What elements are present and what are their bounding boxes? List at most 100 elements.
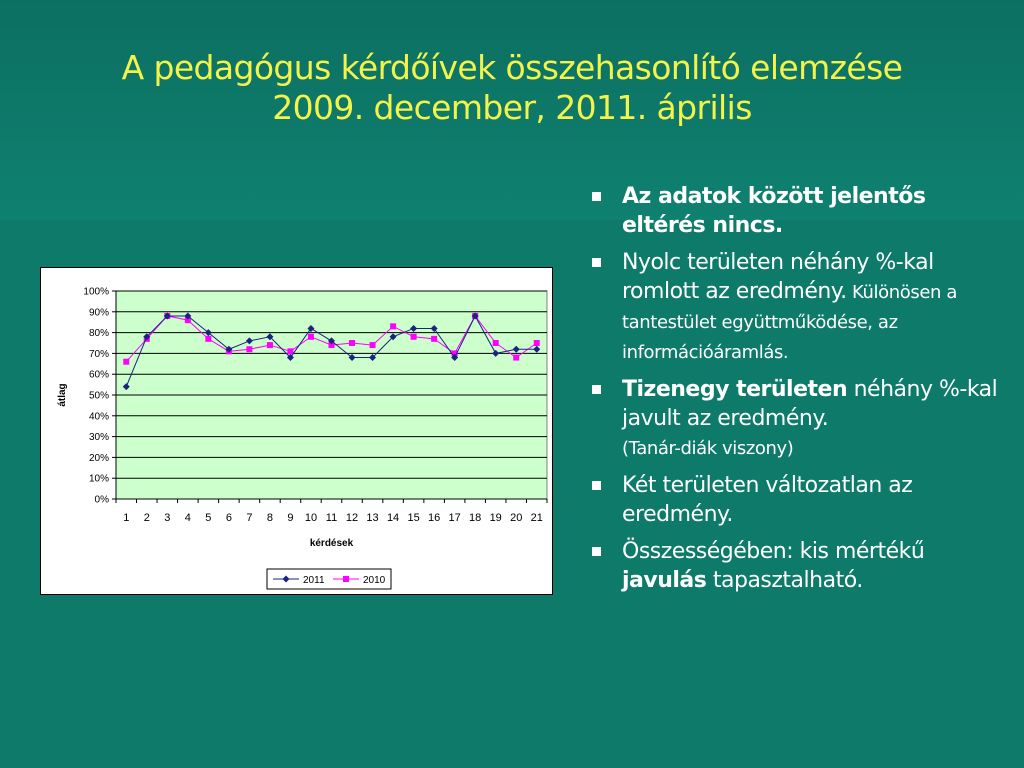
data-point-2010 xyxy=(492,340,499,346)
data-point-2010 xyxy=(266,342,273,349)
data-point-2010 xyxy=(328,342,335,349)
data-point-2011 xyxy=(389,333,397,341)
data-point-2011 xyxy=(307,324,315,332)
legend-box xyxy=(266,568,392,590)
bullet-4-text: Két területen változatlan az eredmény. xyxy=(622,473,913,527)
data-point-2011 xyxy=(512,345,520,353)
data-point-2011 xyxy=(184,312,192,320)
x-tick-label: 3 xyxy=(164,512,170,524)
bullet-2-text: Nyolc területen néhány %-kal romlott az … xyxy=(622,250,934,304)
bullet-item-5: Összességében: kis mértékű javulás tapas… xyxy=(590,537,1010,595)
data-point-2011 xyxy=(122,383,130,391)
x-axis-label: kérdések xyxy=(310,538,354,549)
y-tick-label: 80% xyxy=(89,328,109,339)
y-tick-label: 20% xyxy=(89,453,109,464)
data-point-2010 xyxy=(431,335,438,342)
legend-label-2010: 2010 xyxy=(363,575,386,586)
slide-title: A pedagógus kérdőívek összehasonlító ele… xyxy=(20,48,1004,128)
y-tick-label: 40% xyxy=(89,411,109,422)
x-tick-label: 17 xyxy=(449,512,461,524)
data-point-2010 xyxy=(287,348,294,355)
y-tick-label: 10% xyxy=(89,474,109,485)
bullet-square-icon xyxy=(592,192,601,201)
bullet-list: Az adatok között jelentős eltérés nincs.… xyxy=(590,182,1010,603)
data-point-2011 xyxy=(451,354,459,362)
data-point-2010 xyxy=(123,358,130,365)
data-point-2011 xyxy=(430,324,438,332)
bullet-item-3: Tizenegy területen néhány %-kal javult a… xyxy=(590,375,1010,463)
x-tick-label: 21 xyxy=(531,512,543,524)
data-point-2010 xyxy=(184,317,191,324)
data-point-2010 xyxy=(533,340,540,346)
legend-marker-2010 xyxy=(343,576,349,582)
x-tick-label: 14 xyxy=(387,512,399,524)
x-tick-label: 16 xyxy=(428,512,440,524)
bullet-item-4: Két területen változatlan az eredmény. xyxy=(590,471,1010,529)
data-point-2011 xyxy=(286,354,294,362)
x-tick-label: 13 xyxy=(366,512,378,524)
bullet-5-pre: Összességében: kis mértékű xyxy=(622,539,925,564)
bullet-5-bold: javulás xyxy=(622,568,707,593)
x-tick-label: 2 xyxy=(144,512,150,524)
bullet-square-icon xyxy=(592,547,601,556)
x-tick-label: 15 xyxy=(407,512,419,524)
bullet-3-small: (Tanár-diák viszony) xyxy=(622,438,794,459)
y-tick-label: 0% xyxy=(95,495,110,506)
data-point-2011 xyxy=(266,333,274,341)
x-tick-label: 9 xyxy=(287,512,293,524)
line-chart: 0% 10% 20% 30% 40% 50% 60% 70% 80% 90% 100% 1 2 3 4 5 6 7… xyxy=(40,267,553,595)
data-point-2010 xyxy=(390,323,397,330)
y-tick-label: 50% xyxy=(89,391,109,402)
chart-svg: 0%10%20%30%40%50%60%70%80%90%100%1 2 3 4 5 6 7… xyxy=(57,287,548,590)
title-band xyxy=(0,0,1024,220)
bullet-1-bold: Az adatok között jelentős eltérés nincs. xyxy=(622,184,926,238)
title-line-1: A pedagógus kérdőívek összehasonlító ele… xyxy=(121,48,903,87)
data-point-2011 xyxy=(471,312,479,320)
data-point-2011 xyxy=(225,345,233,353)
bullet-2-small: Különösen a tantestület együttműködése, … xyxy=(622,282,957,363)
data-point-2011 xyxy=(348,354,356,362)
bullet-square-icon xyxy=(592,385,601,394)
legend-marker-2011 xyxy=(282,575,290,583)
x-tick-label: 20 xyxy=(510,512,522,524)
y-tick-label: 100% xyxy=(83,287,109,298)
bullet-3-text: néhány %-kal javult az eredmény. xyxy=(622,377,998,431)
data-point-2011 xyxy=(410,324,418,332)
x-tick-label: 11 xyxy=(326,512,337,524)
data-point-2011 xyxy=(204,329,212,337)
y-tick-label: 60% xyxy=(89,370,109,381)
data-point-2011 xyxy=(369,354,377,362)
x-tick-label: 6 xyxy=(226,512,232,524)
y-tick-label: 90% xyxy=(89,307,109,318)
x-tick-label: 18 xyxy=(469,512,481,524)
x-tick-label: 8 xyxy=(267,512,273,524)
data-point-2011 xyxy=(163,312,171,320)
x-tick-label: 10 xyxy=(305,512,317,524)
y-tick-label: 70% xyxy=(89,349,109,360)
title-line-2: 2009. december, 2011. április xyxy=(272,88,752,127)
data-point-2010 xyxy=(513,354,520,361)
data-point-2011 xyxy=(328,337,335,345)
bullet-item-2: Nyolc területen néhány %-kal romlott az … xyxy=(590,248,1010,367)
data-point-2010 xyxy=(410,333,417,340)
data-point-2010 xyxy=(369,342,376,349)
y-axis-label: átlag xyxy=(57,383,68,406)
legend-label-2011: 2011 xyxy=(303,575,325,586)
data-point-2010 xyxy=(307,333,314,340)
data-point-2010 xyxy=(451,350,458,357)
data-point-2010 xyxy=(205,335,212,342)
x-tick-label: 12 xyxy=(346,512,358,524)
data-point-2010 xyxy=(246,346,253,353)
bullet-5-text: tapasztalható. xyxy=(706,568,863,593)
x-tick-label: 1 xyxy=(123,512,129,524)
bullet-3-bold: Tizenegy területen xyxy=(622,377,848,402)
data-point-2010 xyxy=(349,340,356,346)
data-point-2011 xyxy=(143,333,151,341)
bullet-square-icon xyxy=(592,258,601,267)
bullet-item-1: Az adatok között jelentős eltérés nincs. xyxy=(590,182,1010,240)
data-point-2011 xyxy=(492,349,500,357)
bullet-square-icon xyxy=(592,481,601,490)
x-tick-label: 7 xyxy=(246,512,252,524)
x-tick-label: 19 xyxy=(490,512,502,524)
x-tick-label: 5 xyxy=(205,512,211,524)
